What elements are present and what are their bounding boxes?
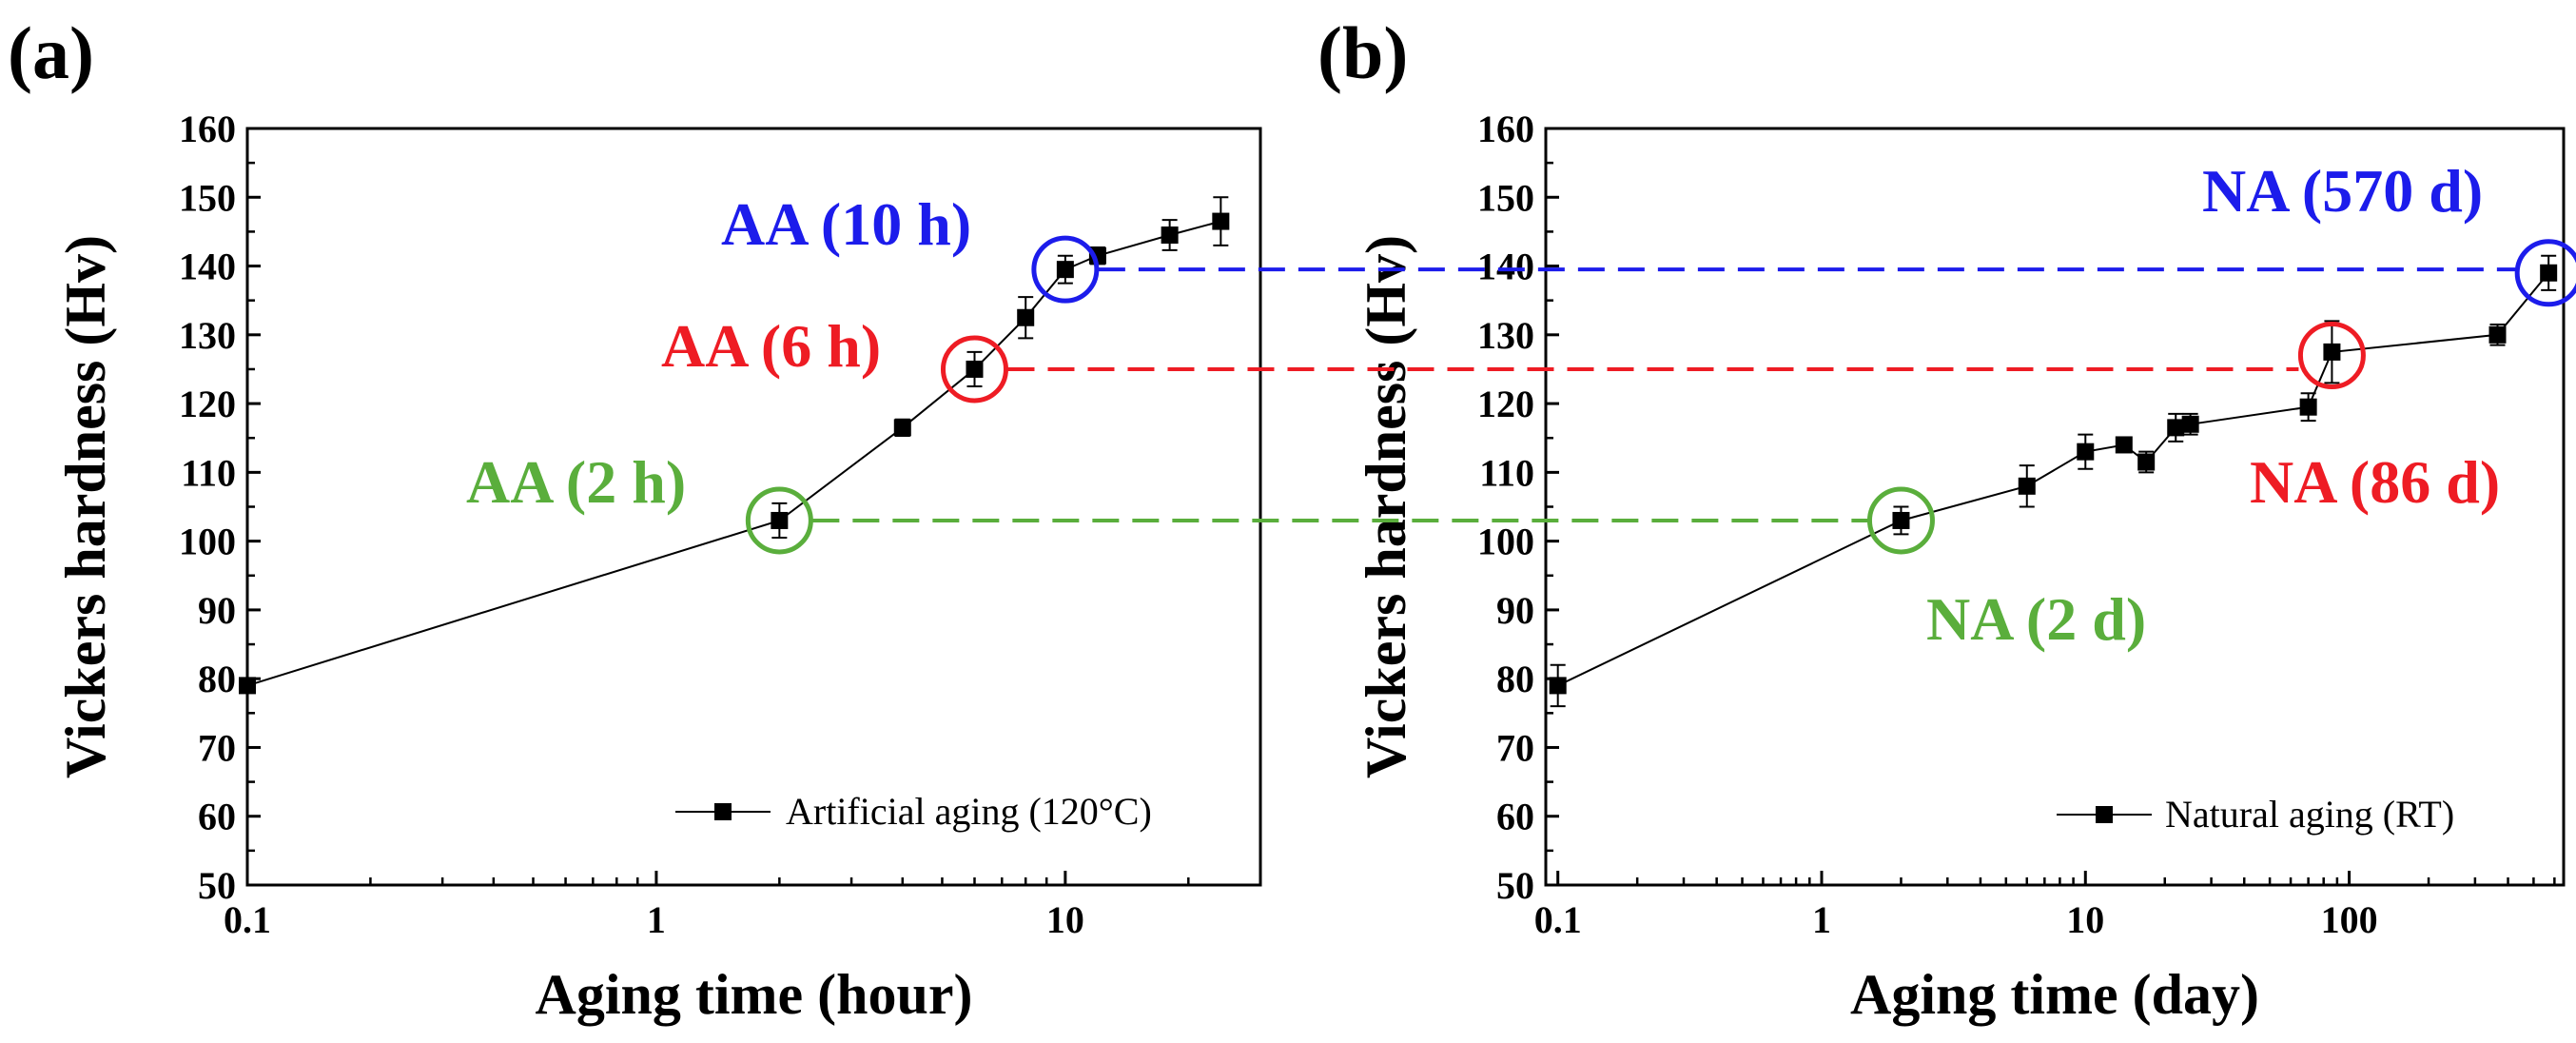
y-tick-label: 60 — [1496, 796, 1534, 838]
red-annotation-label: NA (86 d) — [2250, 448, 2500, 516]
y-tick-label: 80 — [1496, 658, 1534, 700]
data-point — [1212, 212, 1230, 230]
y-tick-label: 90 — [1496, 589, 1534, 632]
y-tick-label: 50 — [198, 864, 236, 907]
data-point — [2323, 343, 2341, 361]
y-tick-label: 70 — [1496, 726, 1534, 769]
y-tick-label: 100 — [1477, 521, 1534, 563]
y-tick-label: 140 — [1477, 246, 1534, 288]
y-tick-label: 110 — [1479, 451, 1534, 494]
data-point — [239, 677, 256, 695]
x-tick-label: 0.1 — [1534, 898, 1582, 941]
series-line — [1557, 272, 2549, 687]
data-point — [1161, 226, 1179, 245]
y-tick-label: 120 — [179, 383, 236, 425]
panel-a-label: (a) — [8, 11, 94, 94]
blue-annotation-label: NA (570 d) — [2202, 157, 2483, 225]
series-line — [246, 220, 1221, 687]
data-point — [2115, 436, 2133, 454]
data-point — [2167, 419, 2185, 437]
y-tick-label: 130 — [1477, 314, 1534, 357]
x-axis-title: Aging time (hour) — [536, 963, 973, 1026]
y-tick-label: 160 — [179, 108, 236, 150]
data-point — [1017, 308, 1035, 326]
data-point — [2299, 398, 2317, 416]
data-point — [1056, 261, 1074, 279]
y-tick-label: 90 — [198, 589, 236, 632]
data-point — [1549, 677, 1567, 695]
data-point — [2488, 325, 2507, 344]
green-highlight-circle — [745, 486, 813, 555]
data-point — [1892, 511, 1910, 529]
y-tick-label: 160 — [1477, 108, 1534, 150]
data-point — [2018, 477, 2036, 495]
y-tick-label: 60 — [198, 796, 236, 838]
y-axis-title: Vickers hardness (Hv) — [54, 235, 117, 778]
data-point — [966, 360, 984, 378]
x-tick-label: 100 — [2321, 898, 2378, 941]
dashed-connectors — [812, 267, 2516, 522]
y-tick-label: 150 — [179, 176, 236, 219]
y-tick-label: 110 — [181, 451, 236, 494]
y-tick-label: 70 — [198, 726, 236, 769]
x-tick-label: 0.1 — [224, 898, 271, 941]
panel-b-label: (b) — [1317, 11, 1408, 94]
y-axis-title: Vickers hardness (Hv) — [1355, 235, 1417, 778]
green-annotation-label: NA (2 d) — [1926, 585, 2146, 653]
data-point — [2181, 415, 2199, 433]
y-tick-label: 130 — [179, 314, 236, 357]
green-annotation-label: AA (2 h) — [466, 448, 686, 516]
x-tick-label: 1 — [1812, 898, 1831, 941]
y-tick-label: 140 — [179, 246, 236, 288]
data-point — [2077, 443, 2095, 461]
blue-highlight-circle — [1031, 235, 1100, 304]
x-tick-label: 1 — [647, 898, 666, 941]
data-point — [2137, 453, 2156, 471]
legend: Artificial aging (120°C) — [675, 790, 1152, 833]
y-tick-label: 50 — [1496, 864, 1534, 907]
blue-annotation-label: AA (10 h) — [721, 190, 971, 258]
red-annotation-label: AA (6 h) — [661, 312, 881, 380]
y-tick-label: 100 — [179, 521, 236, 563]
y-tick-label: 150 — [1477, 176, 1534, 219]
data-point — [771, 511, 789, 529]
red-highlight-circle — [940, 335, 1008, 403]
legend-label: Natural aging (RT) — [2165, 793, 2454, 836]
x-tick-label: 10 — [1046, 898, 1084, 941]
green-highlight-circle — [1866, 486, 1935, 555]
x-tick-label: 10 — [2066, 898, 2104, 941]
y-tick-label: 80 — [198, 658, 236, 700]
data-point — [2540, 264, 2558, 282]
data-point — [893, 419, 911, 437]
x-axis-title: Aging time (day) — [1850, 963, 2259, 1026]
y-tick-label: 120 — [1477, 383, 1534, 425]
legend-label: Artificial aging (120°C) — [786, 790, 1152, 833]
blue-highlight-circle — [2514, 239, 2576, 307]
red-highlight-circle — [2297, 322, 2366, 389]
legend: Natural aging (RT) — [2057, 793, 2454, 836]
